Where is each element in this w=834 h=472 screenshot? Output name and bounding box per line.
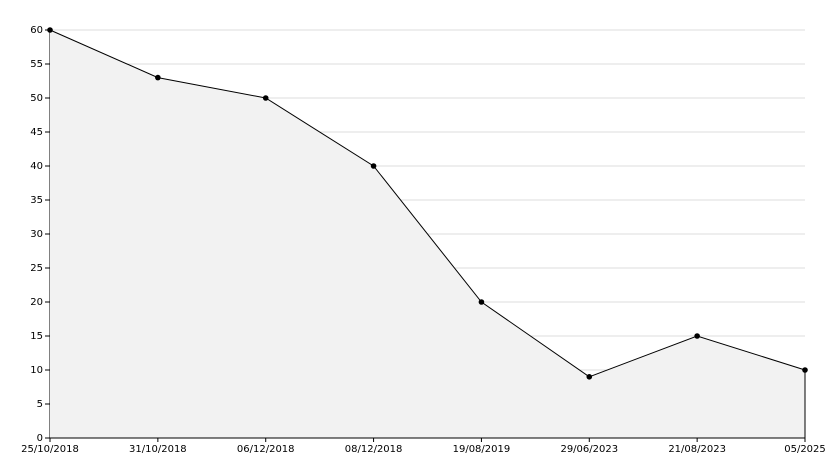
y-tick-label: 0 [37,433,43,444]
y-tick-label: 5 [37,399,43,410]
point [47,27,53,33]
y-tick-label: 20 [30,297,43,308]
x-tick-label: 25/10/2018 [21,444,79,455]
point [694,333,700,339]
y-tick-label: 25 [30,263,43,274]
y-tick-label: 35 [30,195,43,206]
y-tick-label: 30 [30,229,43,240]
x-tick-label: 31/10/2018 [129,444,187,455]
y-tick-label: 15 [30,331,43,342]
point [370,163,377,169]
y-tick-label: 50 [30,93,43,104]
y-tick-label: 60 [30,25,43,36]
point [262,95,269,101]
line [49,29,806,378]
y-tick-label: 45 [30,127,43,138]
y-tick-label: 10 [30,365,43,376]
y-tick-label: 55 [30,59,43,70]
point [478,299,485,305]
x-tick-label: 19/08/2019 [453,444,511,455]
x-tick-label: 08/12/2018 [345,444,403,455]
x-tick-label: 05/2025 [784,444,826,455]
point [586,374,593,380]
x-tick-label: 29/06/2023 [560,444,618,455]
x-tick-label: 06/12/2018 [237,444,295,455]
point [155,74,161,81]
y-tick-label: 40 [30,161,43,172]
x-tick-label: 21/08/2023 [668,444,726,455]
